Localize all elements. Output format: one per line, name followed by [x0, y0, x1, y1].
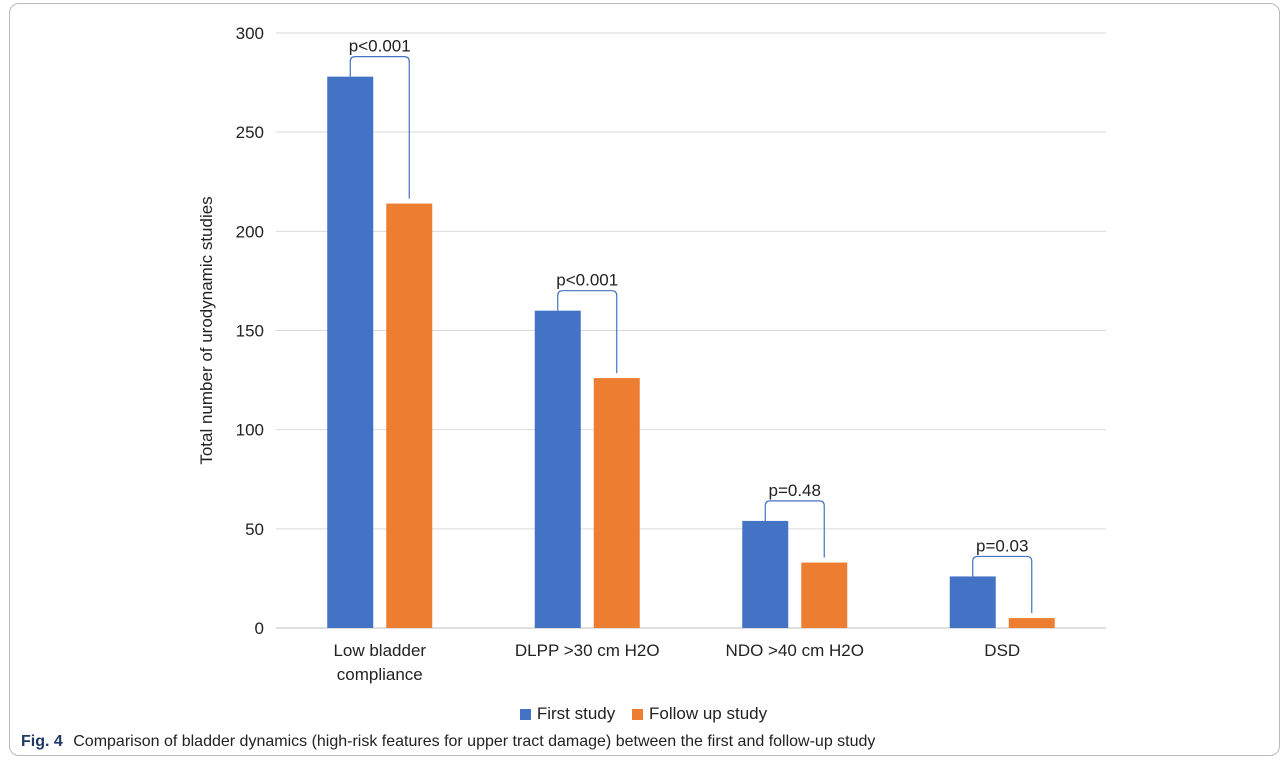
- legend-swatch-follow-up-study: [632, 708, 643, 720]
- x-tick-label-line: DSD: [984, 641, 1020, 660]
- y-tick-label: 100: [236, 421, 264, 440]
- significance-bracket: [764, 500, 825, 558]
- x-tick-label-line: Low bladder: [333, 641, 426, 660]
- p-value-annotation: p<0.001: [349, 37, 411, 56]
- x-tick-label-line: NDO >40 cm H2O: [726, 641, 864, 660]
- bar-first-study: [534, 310, 581, 628]
- figure-caption-text: Comparison of bladder dynamics (high-ris…: [73, 733, 876, 750]
- x-tick-label-line: compliance: [337, 665, 423, 684]
- legend-label-follow-up-study: Follow up study: [649, 704, 768, 723]
- bar-first-study: [742, 520, 789, 628]
- bar-follow-up-study: [1008, 618, 1055, 628]
- legend: First study Follow up study: [0, 704, 1287, 725]
- figure-frame: [9, 3, 1280, 756]
- x-tick-label-line: DLPP >30 cm H2O: [515, 641, 660, 660]
- bar-follow-up-study: [386, 203, 433, 629]
- p-value-annotation: p<0.001: [556, 271, 618, 290]
- figure-label: Fig. 4: [21, 733, 63, 750]
- bar-first-study: [949, 576, 996, 628]
- x-tick-label: NDO >40 cm H2O: [726, 641, 864, 660]
- bar-follow-up-study: [593, 378, 640, 628]
- legend-label-first-study: First study: [536, 704, 616, 723]
- y-tick-label: 50: [245, 520, 264, 539]
- figure-caption: Fig. 4 Comparison of bladder dynamics (h…: [21, 733, 875, 751]
- y-axis-label: Total number of urodynamic studies: [197, 196, 216, 464]
- y-tick-label: 150: [236, 322, 264, 341]
- y-tick-label: 0: [255, 619, 264, 638]
- legend-item-follow-up-study: Follow up study: [632, 704, 767, 724]
- bar-first-study: [327, 76, 374, 629]
- significance-bracket: [557, 290, 618, 374]
- y-tick-label: 200: [236, 222, 264, 241]
- significance-bracket: [972, 555, 1033, 614]
- y-tick-label: 300: [236, 24, 264, 43]
- legend-item-first-study: First study: [519, 704, 616, 724]
- y-tick-label: 250: [236, 123, 264, 142]
- x-tick-label: DSD: [984, 641, 1020, 660]
- legend-swatch-first-study: [519, 708, 531, 720]
- p-value-annotation: p=0.03: [976, 536, 1028, 555]
- bar-chart: 0 50 100 150 200 250 300 Total number of urodyn…: [197, 24, 1106, 684]
- x-tick-label: DLPP >30 cm H2O: [515, 641, 660, 660]
- p-value-annotation: p=0.48: [769, 481, 821, 500]
- significance-bracket: [349, 56, 410, 199]
- x-tick-label: Low bladder compliance: [333, 641, 426, 684]
- bar-follow-up-study: [801, 562, 848, 628]
